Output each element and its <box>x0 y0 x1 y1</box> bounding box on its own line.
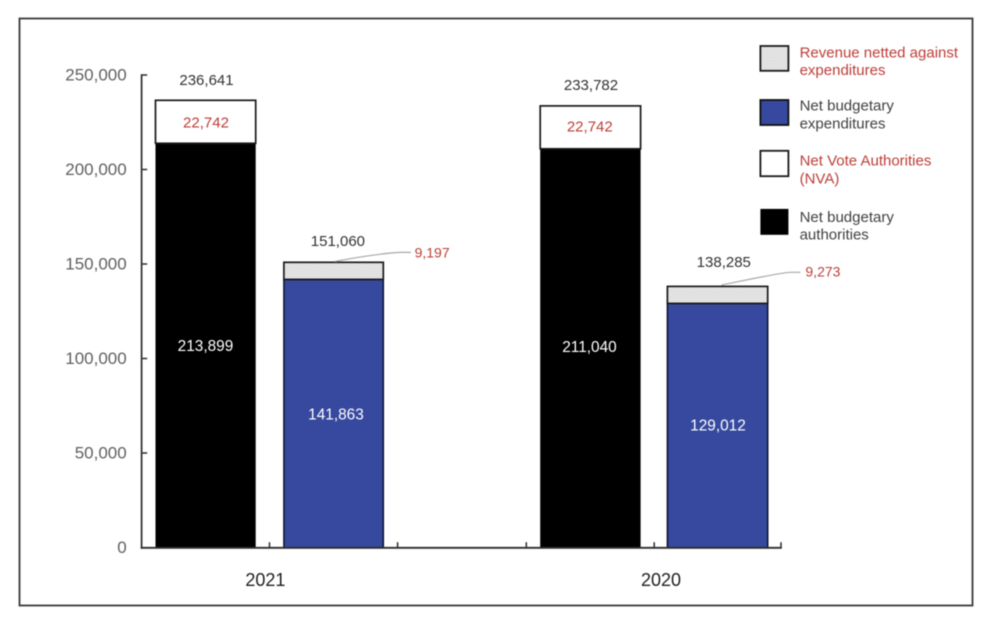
svg-text:Net budgetary: Net budgetary <box>800 209 895 226</box>
svg-text:authorities: authorities <box>800 227 869 244</box>
svg-text:129,012: 129,012 <box>690 418 746 435</box>
svg-text:2021: 2021 <box>245 570 285 590</box>
svg-text:expenditures: expenditures <box>800 62 886 79</box>
svg-text:2020: 2020 <box>641 570 681 590</box>
svg-text:0: 0 <box>117 538 126 557</box>
svg-text:211,040: 211,040 <box>562 339 617 356</box>
svg-text:22,742: 22,742 <box>183 114 229 131</box>
svg-text:233,782: 233,782 <box>564 77 618 94</box>
svg-text:138,285: 138,285 <box>697 254 751 271</box>
svg-text:100,000: 100,000 <box>65 349 126 368</box>
svg-text:200,000: 200,000 <box>65 160 126 179</box>
svg-text:236,641: 236,641 <box>179 72 233 89</box>
svg-text:22,742: 22,742 <box>567 119 613 136</box>
svg-text:250,000: 250,000 <box>65 66 126 85</box>
svg-text:50,000: 50,000 <box>75 444 127 463</box>
svg-text:151,060: 151,060 <box>311 233 365 250</box>
svg-text:150,000: 150,000 <box>65 255 126 274</box>
svg-text:Net Vote Authorities: Net Vote Authorities <box>800 152 932 169</box>
svg-text:Net budgetary: Net budgetary <box>800 98 895 115</box>
svg-text:Revenue netted against: Revenue netted against <box>800 44 959 61</box>
svg-text:9,197: 9,197 <box>415 245 450 261</box>
svg-text:213,899: 213,899 <box>178 338 234 355</box>
svg-text:expenditures: expenditures <box>800 115 886 132</box>
svg-text:9,273: 9,273 <box>805 264 840 280</box>
svg-text:(NVA): (NVA) <box>800 171 840 188</box>
svg-text:141,863: 141,863 <box>308 406 364 423</box>
